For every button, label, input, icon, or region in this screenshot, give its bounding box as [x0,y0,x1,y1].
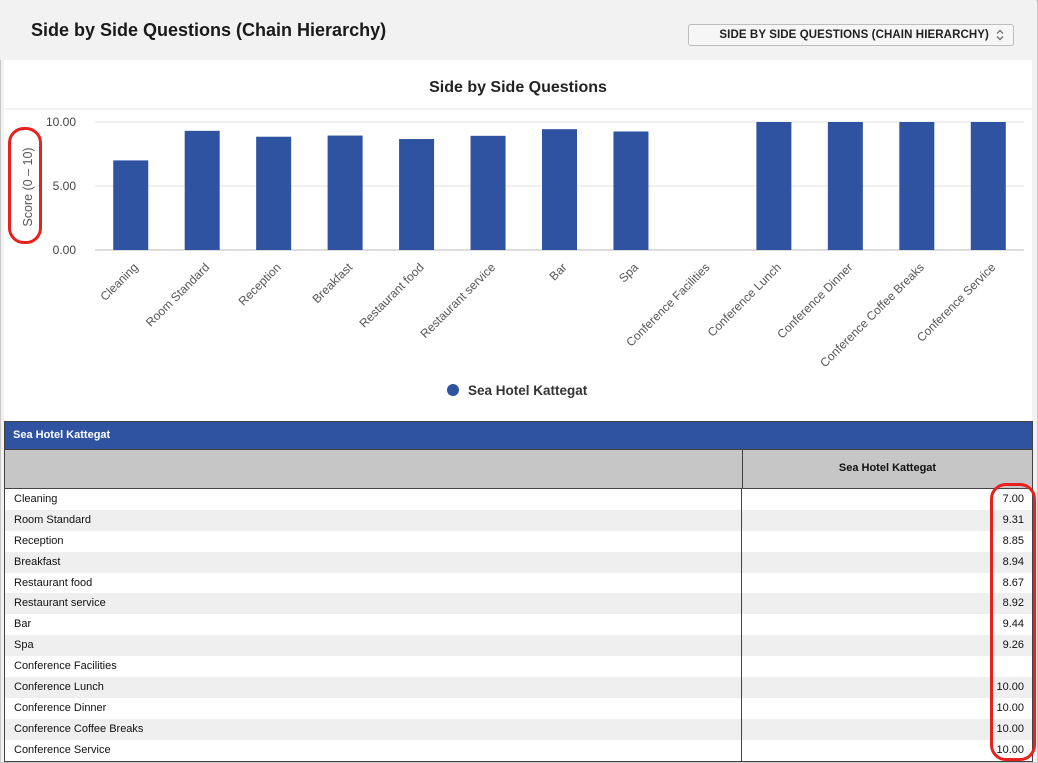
x-category-label: Breakfast [309,260,355,306]
row-label: Conference Dinner [5,697,742,719]
row-value: 9.26 [1002,639,1024,652]
table-column-header: Sea Hotel Kattegat [838,462,937,474]
legend-marker [447,384,459,396]
y-tick-label: 10.00 [46,115,76,129]
row-value: 10.00 [996,681,1024,694]
row-value: 9.44 [1002,618,1024,631]
results-table: Sea Hotel Kattegat Sea Hotel Kattegat Cl… [4,421,1033,762]
report-type-select-label: SIDE BY SIDE QUESTIONS (CHAIN HIERARCHY) [719,29,989,41]
table-row: Conference Service 10.00 [5,739,1032,761]
row-value: 10.00 [996,743,1024,756]
table-row: Restaurant service 8.92 [5,593,1032,615]
chart-title: Side by Side Questions [429,79,607,96]
bar[interactable] [327,135,363,250]
bar[interactable] [184,130,220,250]
x-category-label: Cleaning [97,260,140,303]
row-value: 8.94 [1002,555,1024,568]
row-label: Bar [5,614,742,636]
table-row: Conference Lunch 10.00 [5,677,1032,698]
row-value: 8.85 [1002,534,1024,547]
table-row: Conference Dinner 10.00 [5,697,1032,719]
row-label: Reception [5,530,742,552]
x-category-label: Restaurant food [356,260,426,330]
table-title: Sea Hotel Kattegat [5,422,1032,450]
bar[interactable] [399,139,435,250]
row-label: Spa [5,635,742,657]
row-label: Breakfast [5,551,742,573]
table-row: Room Standard 9.31 [5,509,1032,531]
x-category-label: Conference Lunch [705,260,784,339]
bar[interactable] [542,129,577,250]
table-row: Spa 9.26 [5,635,1032,657]
y-axis-label: Score (0 – 10) [21,147,35,226]
x-category-label: Restaurant service [418,260,499,341]
row-label: Conference Coffee Breaks [5,718,742,740]
x-category-label: Conference Dinner [774,260,855,341]
table-row: Bar 9.44 [5,614,1032,636]
row-label: Cleaning [5,489,742,510]
row-label: Restaurant service [5,593,742,615]
bar[interactable] [113,160,149,250]
table-body: Cleaning 7.00 Room Standard 9.31 Reception 8.… [5,489,1032,761]
row-value: 8.67 [1002,576,1024,589]
report-type-select[interactable]: SIDE BY SIDE QUESTIONS (CHAIN HIERARCHY) [688,24,1014,46]
y-tick-label: 0.00 [53,243,77,257]
row-value: 8.92 [1002,597,1024,610]
row-value: 7.00 [1002,493,1024,505]
x-category-label: Bar [547,260,570,283]
row-value: 10.00 [996,722,1024,735]
table-header-blank [5,450,743,488]
table-row: Restaurant food 8.67 [5,572,1032,594]
bar-chart: Side by Side Questions 0.00 5.00 10.00 Sco… [4,79,1032,398]
bar[interactable] [827,122,863,250]
bar[interactable] [613,131,649,250]
table-row: Conference Coffee Breaks 10.00 [5,718,1032,740]
x-category-label: Reception [236,260,284,308]
x-category-label: Conference Service [914,260,999,345]
bar[interactable] [470,135,506,250]
row-label: Restaurant food [5,572,742,594]
bar[interactable] [756,122,792,250]
table-header-row: Sea Hotel Kattegat [5,450,1032,489]
row-value [742,656,1032,677]
bar[interactable] [970,122,1006,250]
up-down-chevron-icon [996,29,1004,41]
bar[interactable] [256,136,292,250]
row-label: Room Standard [5,509,742,531]
legend-item-label: Sea Hotel Kattegat [468,383,588,398]
x-category-label: Room Standard [143,260,212,329]
table-row: Cleaning 7.00 [5,489,1032,510]
y-tick-label: 5.00 [53,179,77,193]
x-category-label: Spa [616,260,641,285]
page-title: Side by Side Questions (Chain Hierarchy) [31,20,387,40]
bar[interactable] [899,122,935,250]
row-value: 9.31 [1002,513,1024,526]
row-value: 10.00 [996,701,1024,714]
report-header: Side by Side Questions (Chain Hierarchy)… [0,0,1036,60]
row-label: Conference Lunch [5,677,742,698]
row-label: Conference Service [5,739,742,761]
table-row: Breakfast 8.94 [5,551,1032,573]
row-label: Conference Facilities [5,656,742,678]
table-row: Conference Facilities [5,656,1032,678]
table-row: Reception 8.85 [5,530,1032,552]
